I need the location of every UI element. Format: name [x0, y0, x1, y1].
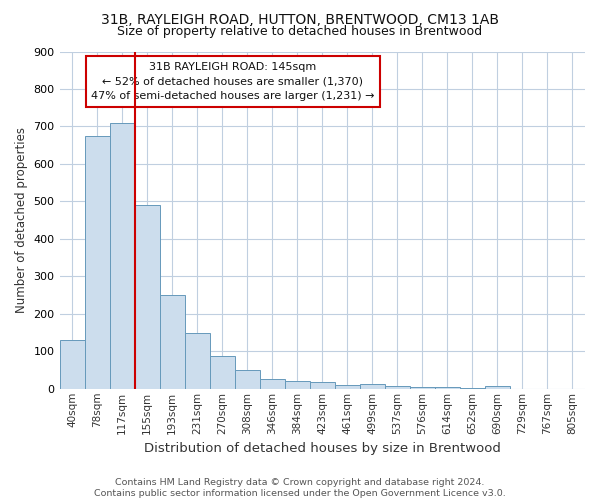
Bar [335, 385, 360, 389]
Bar [460, 388, 485, 389]
Bar [209, 356, 235, 389]
Text: 31B, RAYLEIGH ROAD, HUTTON, BRENTWOOD, CM13 1AB: 31B, RAYLEIGH ROAD, HUTTON, BRENTWOOD, C… [101, 12, 499, 26]
Bar [59, 340, 85, 389]
Bar [260, 380, 285, 389]
Bar [285, 382, 310, 389]
Bar [110, 122, 134, 389]
Bar [410, 387, 435, 389]
Bar [485, 386, 510, 389]
Bar [235, 370, 260, 389]
Bar [160, 295, 185, 389]
Bar [310, 382, 335, 389]
Text: Size of property relative to detached houses in Brentwood: Size of property relative to detached ho… [118, 25, 482, 38]
Bar [360, 384, 385, 389]
Bar [385, 386, 410, 389]
Text: Contains HM Land Registry data © Crown copyright and database right 2024.
Contai: Contains HM Land Registry data © Crown c… [94, 478, 506, 498]
Y-axis label: Number of detached properties: Number of detached properties [15, 127, 28, 313]
Bar [185, 332, 209, 389]
X-axis label: Distribution of detached houses by size in Brentwood: Distribution of detached houses by size … [144, 442, 501, 455]
Bar [134, 205, 160, 389]
Text: 31B RAYLEIGH ROAD: 145sqm
← 52% of detached houses are smaller (1,370)
47% of se: 31B RAYLEIGH ROAD: 145sqm ← 52% of detac… [91, 62, 374, 101]
Bar [435, 388, 460, 389]
Bar [85, 136, 110, 389]
